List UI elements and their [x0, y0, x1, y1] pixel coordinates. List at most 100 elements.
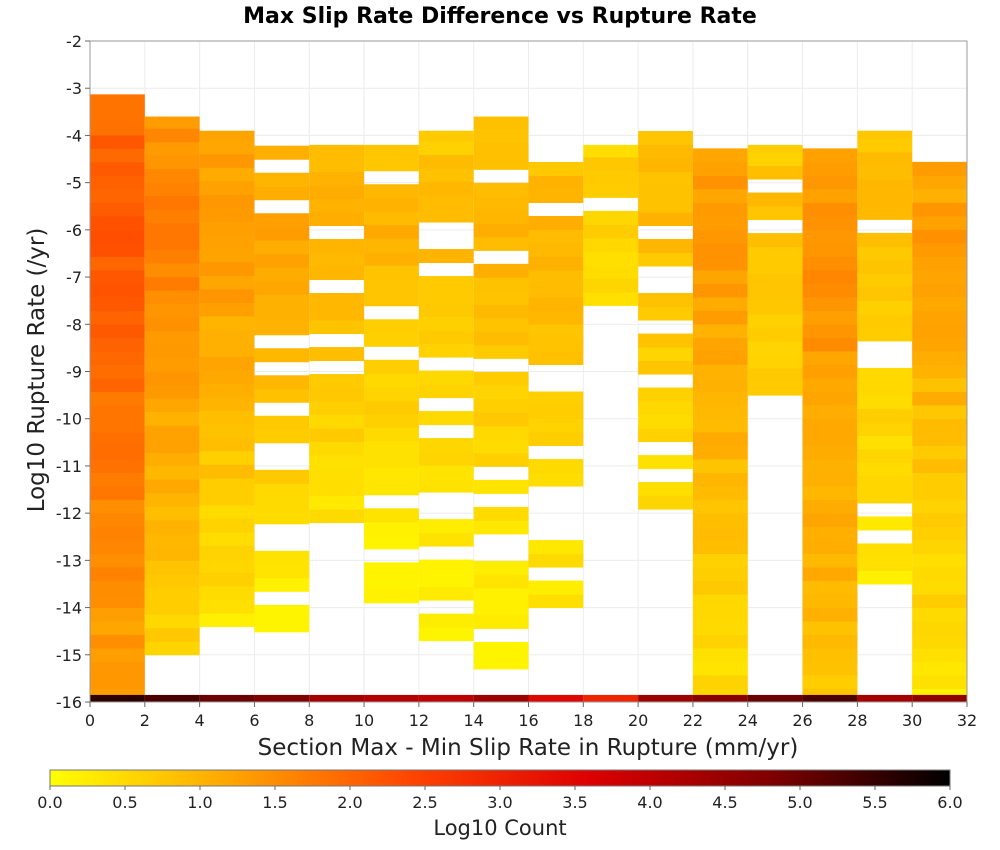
heatmap-cell: [199, 329, 255, 344]
heatmap-cell: [199, 261, 255, 276]
heatmap-cell: [90, 566, 145, 581]
heatmap-cell: [90, 364, 145, 379]
heatmap-cell: [528, 256, 584, 271]
heatmap-cell: [583, 237, 639, 252]
heatmap-cell: [692, 377, 748, 392]
heatmap-cell: [692, 512, 748, 527]
heatmap-cell: [418, 140, 474, 156]
colorbar-tick-label: 4.5: [712, 793, 737, 812]
heatmap-cell: [638, 171, 693, 186]
heatmap-cell: [144, 546, 200, 561]
heatmap-cell: [802, 350, 858, 365]
heatmap-cell: [144, 627, 200, 642]
heatmap-cell: [90, 121, 145, 136]
heatmap-cell: [473, 520, 529, 535]
heatmap-cell: [857, 556, 913, 571]
heatmap-cell: [90, 485, 145, 500]
heatmap-cell: [802, 566, 858, 581]
heatmap-cell: [199, 396, 255, 411]
heatmap-cell: [144, 182, 200, 197]
x-tick-label: 32: [957, 711, 977, 730]
heatmap-cell: [90, 620, 145, 635]
heatmap-cell: [199, 207, 255, 222]
heatmap-cell: [802, 607, 858, 622]
heatmap-cell: [254, 280, 310, 295]
heatmap-cell: [912, 512, 967, 527]
heatmap-cell: [364, 521, 419, 536]
colorbar-ticks: 0.0 0.5 1.0 1.5 2.0 2.5 3.0 3.5 4.0 4.5 5.0 5.5 6.0: [37, 786, 963, 812]
heatmap-cell: [199, 234, 255, 249]
heatmap-cell: [747, 273, 803, 288]
heatmap-cell: [857, 138, 913, 153]
heatmap-cell: [692, 310, 748, 325]
heatmap-cell: [144, 614, 200, 629]
heatmap-cell: [528, 391, 584, 406]
heatmap-cell: [199, 504, 255, 519]
heatmap-cell: [418, 519, 474, 534]
heatmap-cell: [364, 265, 419, 280]
heatmap-cell: [144, 411, 200, 426]
heatmap-cell: [528, 540, 584, 555]
heatmap-cell: [90, 526, 145, 541]
x-tick-label: 18: [573, 711, 593, 730]
heatmap-cell: [309, 414, 365, 429]
heatmap-cell: [583, 278, 639, 293]
heatmap-cell: [199, 167, 255, 182]
x-tick-label: 0: [85, 711, 95, 730]
heatmap-cell: [857, 543, 913, 558]
heatmap-cell: [528, 405, 584, 420]
y-tick-label: -5: [66, 174, 82, 193]
heatmap-cell: [144, 479, 200, 494]
heatmap-cell: [144, 209, 200, 224]
heatmap-cell: [802, 215, 858, 230]
heatmap-cell: [912, 674, 967, 689]
heatmap-cell: [638, 495, 693, 510]
heatmap-cell: [254, 253, 310, 268]
heatmap-cell: [199, 423, 255, 438]
heatmap-cell: [90, 458, 145, 473]
heatmap-cell: [583, 264, 639, 279]
heatmap-cell: [912, 256, 967, 271]
heatmap-cell: [747, 314, 803, 329]
heatmap-cell: [90, 553, 145, 568]
heatmap-cell: [309, 441, 365, 456]
heatmap-cell: [364, 373, 419, 388]
heatmap-cell: [309, 266, 365, 281]
heatmap-cell: [638, 414, 693, 429]
heatmap-cell: [583, 291, 639, 306]
heatmap-cell: [90, 472, 145, 487]
heatmap-cell: [857, 232, 913, 247]
heatmap-cell: [912, 391, 967, 406]
heatmap-cell: [802, 553, 858, 568]
heatmap-cell: [418, 465, 474, 480]
heatmap-cell: [418, 384, 474, 399]
heatmap-cell: [802, 296, 858, 311]
y-tick-label: -13: [56, 551, 82, 570]
heatmap-cell: [90, 215, 145, 230]
heatmap-cell: [254, 604, 310, 619]
heatmap-cell: [692, 674, 748, 689]
heatmap-cell: [199, 383, 255, 398]
heatmap-cell: [692, 580, 748, 595]
heatmap-cell: [473, 601, 529, 616]
heatmap-cell: [90, 404, 145, 419]
heatmap-cell: [90, 431, 145, 446]
heatmap-cell: [857, 178, 913, 193]
heatmap-cell: [802, 418, 858, 433]
heatmap-cell: [473, 223, 529, 238]
heatmap-cell: [912, 431, 967, 446]
heatmap-cell: [857, 192, 913, 207]
heatmap-cell: [418, 276, 474, 291]
heatmap-cell: [857, 448, 913, 463]
heatmap-cell: [528, 337, 584, 352]
heatmap-cell: [583, 183, 639, 198]
heatmap-cell: [857, 313, 913, 328]
heatmap-cell: [144, 330, 200, 345]
heatmap-cell: [528, 161, 584, 176]
heatmap-cell: [90, 539, 145, 554]
heatmap-cell: [528, 215, 584, 230]
heatmap-cell: [418, 249, 474, 264]
heatmap-cell: [857, 259, 913, 274]
heatmap-cell: [528, 472, 584, 487]
heatmap-cell: [144, 384, 200, 399]
